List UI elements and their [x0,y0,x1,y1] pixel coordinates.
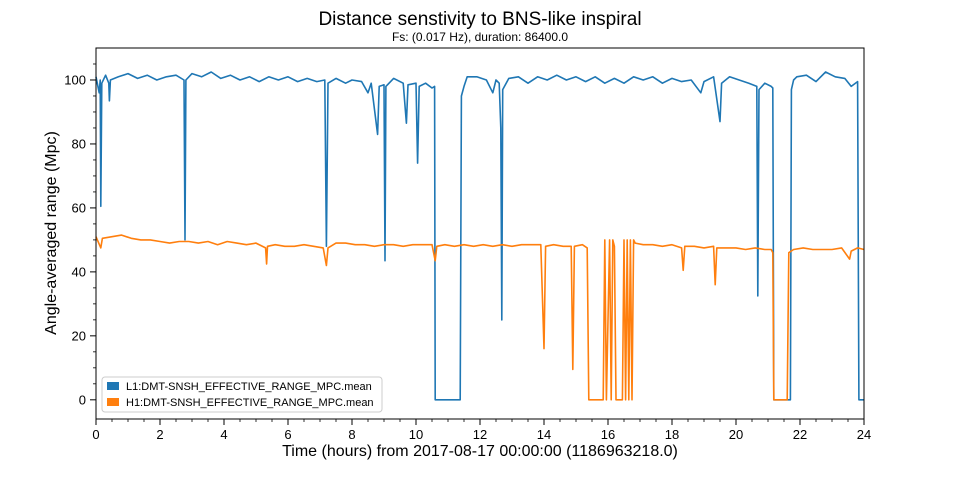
y-tick-label: 40 [72,264,86,279]
chart-subtitle: Fs: (0.017 Hz), duration: 86400.0 [392,30,568,44]
x-axis: 0 2 4 6 8 10 12 14 16 18 20 22 24 [92,419,871,442]
legend-label-0: L1:DMT-SNSH_EFFECTIVE_RANGE_MPC.mean [126,381,372,393]
legend: L1:DMT-SNSH_EFFECTIVE_RANGE_MPC.mean H1:D… [101,376,383,413]
x-tick-label: 14 [537,427,551,442]
series-line-0 [95,71,864,401]
chart-title: Distance senstivity to BNS-like inspiral [318,9,641,30]
x-tick-label: 24 [857,427,871,442]
x-tick-label: 6 [284,427,291,442]
plot-area [95,47,865,420]
y-tick-label: 20 [72,328,86,343]
y-axis: 0 20 40 60 80 100 [64,63,96,407]
x-tick-label: 18 [665,427,679,442]
x-tick-label: 20 [729,427,743,442]
legend-label-1: H1:DMT-SNSH_EFFECTIVE_RANGE_MPC.mean [126,397,374,409]
y-tick-label: 60 [72,200,86,215]
series-line-1 [95,234,865,401]
x-tick-label: 16 [601,427,615,442]
x-tick-label: 4 [220,427,227,442]
x-tick-label: 0 [92,427,99,442]
x-tick-label: 10 [409,427,423,442]
x-tick-label: 22 [793,427,807,442]
x-tick-label: 12 [473,427,487,442]
plot-frame [95,47,865,420]
y-tick-label: 80 [72,136,86,151]
y-tick-label: 0 [79,392,86,407]
y-axis-label: Angle-averaged range (Mpc) [43,131,60,335]
x-tick-label: 2 [156,427,163,442]
x-tick-label: 8 [348,427,355,442]
legend-swatch-0 [107,382,119,390]
y-tick-label: 100 [64,72,86,87]
legend-swatch-1 [107,398,119,406]
legend-box [101,376,383,413]
x-axis-label: Time (hours) from 2017-08-17 00:00:00 (1… [282,443,678,460]
